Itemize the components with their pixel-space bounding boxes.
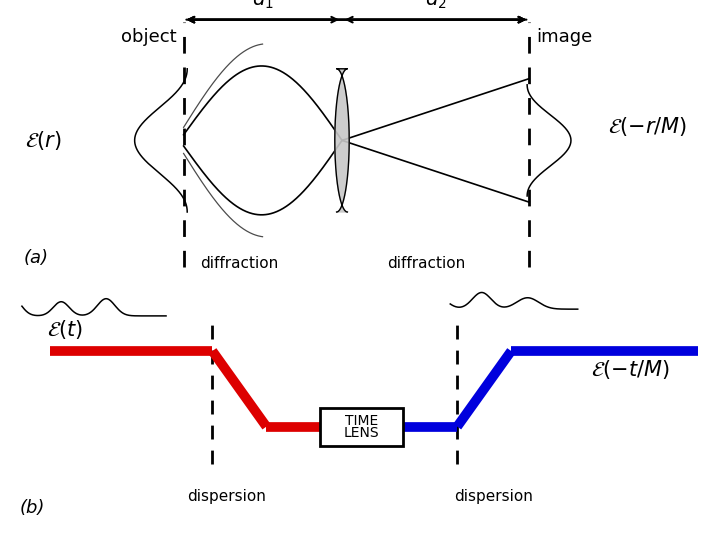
Text: $d_1$: $d_1$ — [252, 0, 274, 11]
Text: $\mathcal{E}(r)$: $\mathcal{E}(r)$ — [25, 129, 61, 152]
Text: (a): (a) — [24, 249, 48, 267]
Text: $\mathcal{E}(t)$: $\mathcal{E}(t)$ — [47, 318, 83, 341]
Text: TIME: TIME — [345, 414, 379, 428]
Text: $\mathcal{E}(-t/M)$: $\mathcal{E}(-t/M)$ — [590, 359, 670, 381]
Text: diffraction: diffraction — [200, 256, 278, 272]
Text: x: x — [187, 0, 198, 3]
Text: $\mathcal{E}(-r/M)$: $\mathcal{E}(-r/M)$ — [608, 115, 688, 138]
Text: diffraction: diffraction — [387, 256, 465, 272]
Text: LENS: LENS — [344, 427, 379, 441]
Text: $d_2$: $d_2$ — [425, 0, 446, 11]
Text: (b): (b) — [19, 498, 45, 517]
Bar — [320, 408, 403, 445]
Polygon shape — [335, 69, 349, 212]
Text: dispersion: dispersion — [454, 489, 533, 504]
Text: image: image — [536, 28, 593, 45]
Text: object: object — [121, 28, 176, 45]
Text: dispersion: dispersion — [187, 489, 266, 504]
